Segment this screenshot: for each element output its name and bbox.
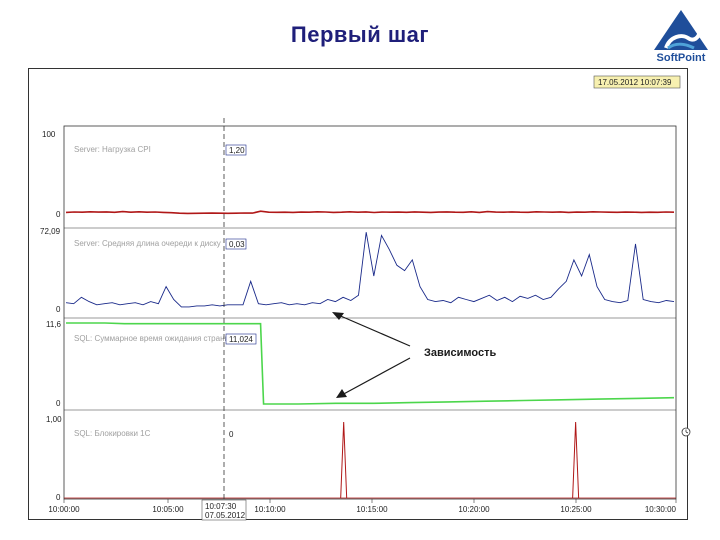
- panel1-cursor-value: 1,20: [229, 146, 245, 155]
- panel4-ymin-label: 0: [56, 493, 61, 502]
- panel2-ymax-label: 72,09: [40, 227, 61, 236]
- clock-icon[interactable]: [681, 427, 691, 437]
- panel4-spike-2: [572, 421, 580, 499]
- annotation-arrow-upper: [335, 313, 411, 347]
- panel2-ymin-label: 0: [56, 305, 61, 314]
- panel2-series-line: [65, 232, 675, 308]
- softpoint-logo-mark-icon: [654, 10, 708, 50]
- panel1-series-line: [65, 210, 675, 215]
- panel3-series-label: SQL: Суммарное время ожидания страниц: [74, 334, 234, 343]
- panel1-ymax-label: 100: [42, 130, 56, 139]
- slide-title: Первый шаг: [290, 22, 430, 47]
- annotation-arrow-lower: [339, 357, 411, 397]
- x-tick-label-6: 10:25:00: [560, 505, 592, 514]
- panel3-ymax-label: 11,6: [46, 320, 62, 329]
- plot-area: [63, 125, 677, 500]
- datetime-readout: 17.05.2012 10:07:39: [598, 78, 672, 87]
- x-tick-label-7: 10:30:00: [645, 505, 677, 514]
- panel2-cursor-value-box: [225, 238, 247, 250]
- annotation-arrowhead-lower: [336, 389, 347, 398]
- datetime-readout-box[interactable]: [593, 75, 681, 89]
- cursor-date-label: 07.05.2012: [205, 511, 246, 520]
- x-tick-label-4: 10:15:00: [356, 505, 388, 514]
- x-tick-label-1: 10:00:00: [48, 505, 80, 514]
- panel3-ymin-label: 0: [56, 399, 61, 408]
- x-tick-group: 10:00:00 10:05:00 10:10:00 10:15:00 10:20:00…: [48, 499, 677, 514]
- series-group: [64, 210, 676, 499]
- x-tick-label-5: 10:20:00: [458, 505, 490, 514]
- chart-frame: [28, 68, 688, 520]
- panel4-series-label: SQL: Блокировки 1С: [74, 429, 151, 438]
- panel4-spike-1: [340, 421, 348, 499]
- softpoint-logo: SoftPoint: [648, 8, 714, 70]
- cursor-time-box: [201, 499, 247, 521]
- panel4-cursor-value: 0: [229, 430, 234, 439]
- x-tick-label-2: 10:05:00: [152, 505, 184, 514]
- panel4-ymax-label: 1,00: [46, 415, 62, 424]
- annotation-arrowhead-upper: [332, 312, 344, 320]
- panel2-series-label: Server: Средняя длина очереди к диску: [74, 239, 221, 248]
- panel1-ymin-label: 0: [56, 210, 61, 219]
- x-tick-label-3: 10:10:00: [254, 505, 286, 514]
- annotation-text: Зависимость: [424, 347, 496, 359]
- panel3-series-line: [66, 322, 675, 405]
- panel1-series-label: Server: Нагрузка CPI: [74, 145, 151, 154]
- panel3-cursor-value-box: [225, 333, 257, 345]
- panel3-cursor-value: 11,024: [229, 335, 253, 344]
- cursor-time-label: 10:07:30: [205, 502, 237, 511]
- panel1-cursor-value-box: [225, 144, 247, 156]
- panel2-cursor-value: 0,03: [229, 240, 245, 249]
- logo-text: SoftPoint: [656, 52, 706, 64]
